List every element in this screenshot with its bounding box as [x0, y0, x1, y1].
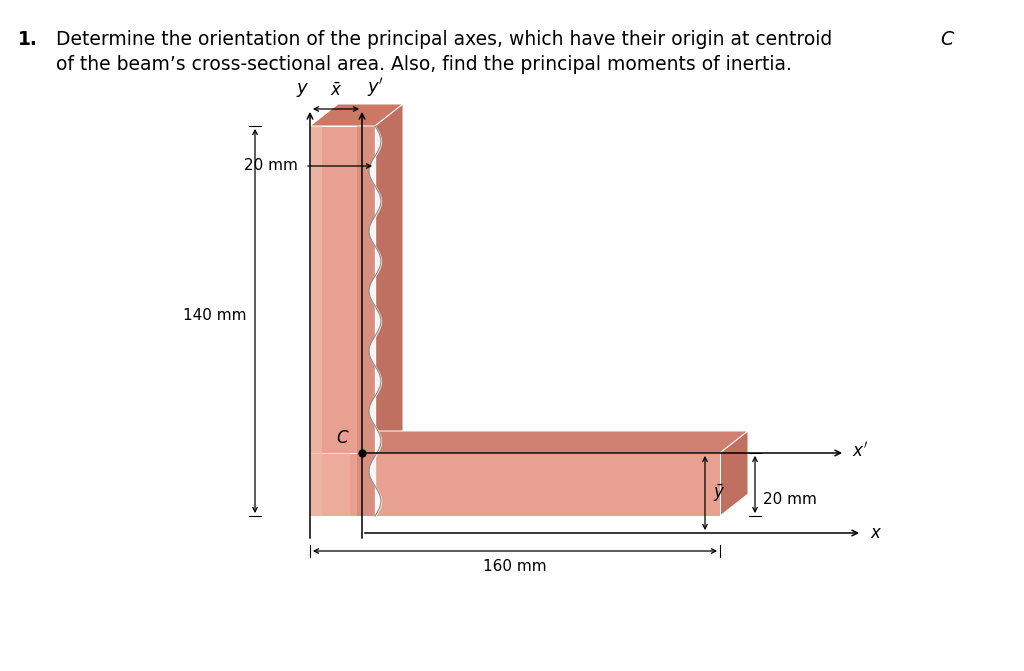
Text: of the beam’s cross-sectional area. Also, find the principal moments of inertia.: of the beam’s cross-sectional area. Also…	[56, 55, 793, 74]
Polygon shape	[338, 104, 403, 494]
Polygon shape	[310, 126, 375, 516]
Text: $x'$: $x'$	[852, 442, 868, 460]
Text: $x$: $x$	[870, 524, 883, 542]
Text: $\bar{y}$: $\bar{y}$	[713, 482, 725, 504]
Text: 20 mm: 20 mm	[244, 158, 298, 174]
Polygon shape	[310, 453, 720, 516]
Polygon shape	[357, 126, 375, 516]
Polygon shape	[375, 104, 403, 516]
Polygon shape	[310, 453, 350, 516]
Polygon shape	[310, 104, 403, 126]
Text: $\bar{x}$: $\bar{x}$	[330, 82, 342, 100]
Polygon shape	[720, 431, 748, 516]
Text: 20 mm: 20 mm	[763, 492, 817, 507]
Text: $y$: $y$	[296, 81, 309, 99]
Polygon shape	[310, 431, 748, 453]
Polygon shape	[310, 126, 322, 516]
Text: Determine the orientation of the principal axes, which have their origin at cent: Determine the orientation of the princip…	[56, 30, 839, 49]
Text: $C$: $C$	[940, 30, 955, 49]
Polygon shape	[310, 104, 338, 516]
Polygon shape	[338, 431, 748, 494]
Text: 1.: 1.	[18, 30, 38, 49]
Text: $y'$: $y'$	[367, 76, 384, 99]
Text: 140 mm: 140 mm	[183, 309, 247, 323]
Polygon shape	[310, 494, 748, 516]
Text: 160 mm: 160 mm	[483, 559, 547, 574]
Text: $C$: $C$	[337, 429, 350, 447]
